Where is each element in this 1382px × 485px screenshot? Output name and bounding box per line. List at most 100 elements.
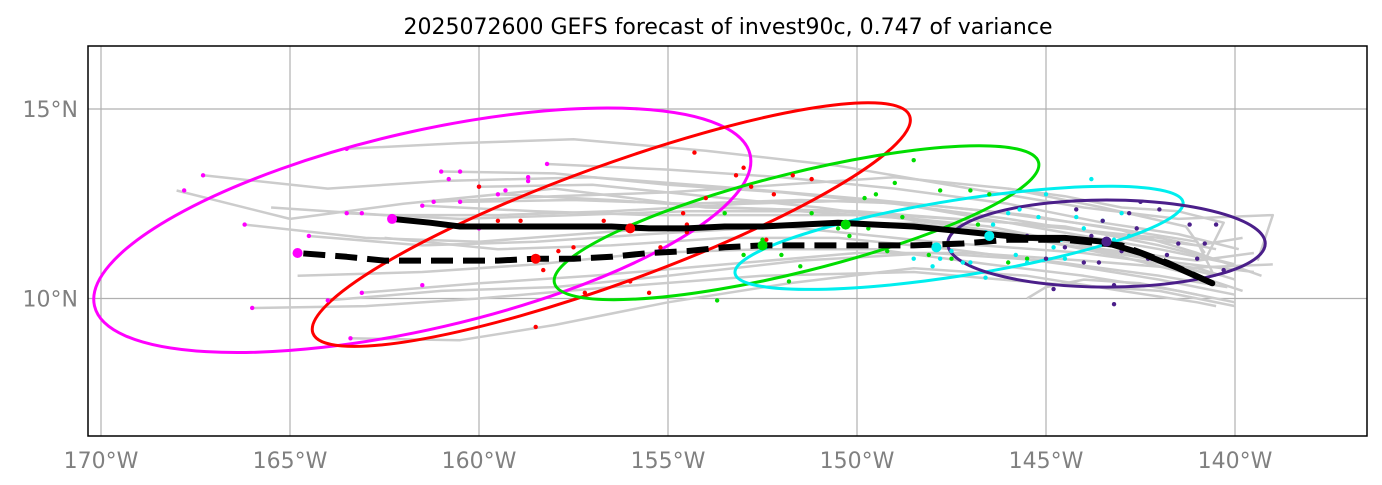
ensemble-track — [350, 266, 1217, 342]
member-position — [601, 218, 606, 224]
mean-marker-solid — [984, 230, 995, 241]
member-position — [741, 165, 746, 170]
mean-marker-solid — [840, 219, 851, 230]
uncertainty-ellipse — [552, 144, 1041, 302]
mean-track-dashed — [297, 236, 1214, 287]
x-tick-label: 170°W — [64, 449, 139, 474]
member-position — [533, 324, 538, 330]
member-position — [1051, 286, 1056, 292]
member-position — [809, 176, 814, 182]
member-position — [348, 336, 353, 341]
member-position — [457, 169, 463, 174]
member-position — [692, 150, 697, 155]
member-position — [911, 157, 916, 163]
member-position — [556, 248, 561, 254]
member-position — [1221, 267, 1226, 273]
member-position — [658, 245, 663, 250]
member-position — [1134, 226, 1139, 231]
member-position — [344, 211, 349, 216]
member-position — [1111, 283, 1117, 288]
ensemble-track — [346, 210, 1243, 293]
member-position — [1017, 207, 1022, 212]
member-position — [420, 283, 425, 288]
member-position — [892, 180, 897, 186]
member-position — [495, 218, 501, 224]
member-position — [1043, 256, 1049, 261]
member-position — [1006, 260, 1011, 265]
ensemble-track — [1008, 187, 1225, 262]
member-position — [1187, 222, 1192, 227]
ensemble-track — [384, 236, 1236, 296]
member-position — [926, 252, 932, 258]
member-position — [885, 248, 890, 254]
member-position — [960, 260, 966, 265]
member-position — [949, 248, 954, 254]
member-position — [359, 290, 365, 296]
member-position — [359, 211, 365, 216]
member-position — [1100, 218, 1105, 224]
member-position — [1024, 260, 1030, 265]
uncertainty-ellipse — [92, 106, 753, 355]
member-position — [1089, 233, 1094, 239]
member-position — [968, 260, 973, 265]
member-position — [1157, 207, 1162, 212]
member-position — [949, 256, 954, 261]
member-position — [911, 256, 916, 261]
member-position — [325, 298, 330, 303]
member-position — [1062, 256, 1068, 261]
member-position — [1043, 192, 1049, 197]
member-position — [1126, 211, 1132, 216]
member-position — [431, 199, 436, 205]
member-position — [786, 279, 792, 284]
member-position — [987, 192, 992, 197]
member-position — [975, 222, 981, 227]
member-position — [900, 214, 905, 220]
ensemble-track — [546, 162, 1240, 251]
ensemble-track — [327, 251, 1228, 302]
x-tick-labels: 170°W 165°W 160°W 155°W 150°W 145°W 140°W — [64, 449, 1273, 474]
ensemble-track — [202, 174, 1217, 251]
plot-frame — [87, 45, 1368, 437]
member-position — [439, 169, 444, 174]
y-tick-label: 10°N — [23, 288, 78, 313]
x-tick-label: 165°W — [253, 449, 328, 474]
member-position — [779, 252, 784, 258]
member-position — [835, 226, 841, 231]
ensemble-track — [361, 251, 1273, 295]
member-position — [200, 173, 206, 178]
member-position — [680, 211, 686, 216]
member-position — [930, 264, 935, 269]
x-tick-label: 155°W — [631, 449, 706, 474]
member-position — [983, 275, 988, 280]
member-position — [250, 305, 255, 311]
member-position — [1111, 237, 1117, 242]
ensemble-track — [460, 198, 1262, 277]
member-position — [242, 222, 247, 227]
member-position — [446, 176, 451, 182]
mean-marker-solid — [625, 223, 636, 234]
member-position — [990, 222, 996, 227]
ensemble-track — [433, 175, 1206, 254]
mean-marker-dashed — [1101, 236, 1112, 247]
member-position — [1126, 233, 1132, 239]
x-tick-label: 140°W — [1198, 449, 1273, 474]
member-position — [628, 279, 633, 284]
member-position — [525, 178, 531, 184]
y-tick-labels: 10°N 15°N — [23, 98, 78, 313]
member-position — [764, 237, 769, 242]
member-position — [722, 211, 727, 216]
member-position — [1119, 211, 1124, 216]
mean-marker-dashed — [757, 240, 768, 251]
x-tick-label: 160°W — [442, 449, 517, 474]
member-position — [1164, 252, 1170, 258]
member-position — [457, 199, 463, 205]
member-position — [541, 267, 546, 273]
member-position — [646, 290, 652, 296]
member-position — [862, 195, 867, 201]
mean-marker-dashed — [931, 242, 942, 253]
member-position — [476, 184, 482, 189]
member-position — [790, 173, 795, 178]
member-position — [1081, 260, 1087, 265]
member-position — [1024, 256, 1030, 261]
mean-marker-solid — [387, 213, 398, 224]
